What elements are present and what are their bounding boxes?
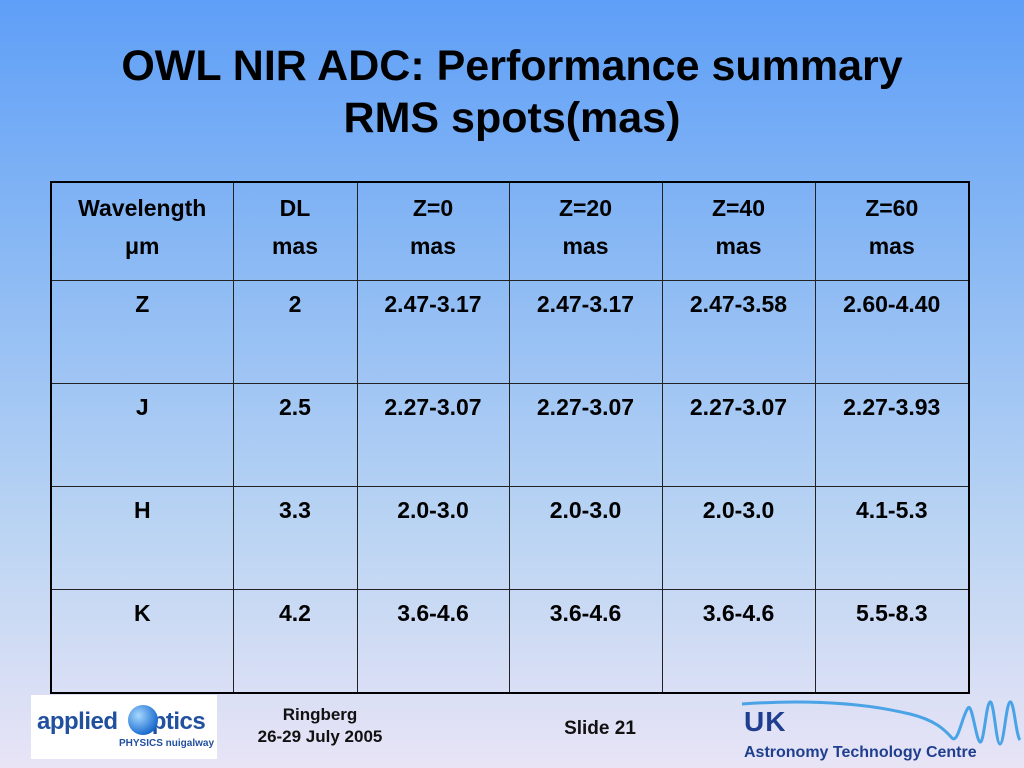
table-cell: 2.47-3.17 <box>356 280 510 384</box>
table-cell: 3.6-4.6 <box>508 589 663 694</box>
table-cell: Z <box>50 280 234 384</box>
table-cell: 5.5-8.3 <box>814 589 970 694</box>
title-line-1: OWL NIR ADC: Performance summary <box>121 42 903 90</box>
table-cell: 2.0-3.0 <box>356 486 510 590</box>
table-cell: 2.0-3.0 <box>508 486 663 590</box>
table-header-row: Wavelength μm DL mas Z=0 mas Z=20 mas Z=40 ma… <box>50 181 970 281</box>
table-cell: 3.3 <box>232 486 358 590</box>
table-cell: 4.2 <box>232 589 358 694</box>
table-cell: 4.1-5.3 <box>814 486 970 590</box>
slide-number: Slide 21 <box>564 718 636 739</box>
table-cell: 2.27-3.07 <box>356 383 510 487</box>
wave-icon <box>741 700 1022 746</box>
performance-table: Wavelength μm DL mas Z=0 mas Z=20 mas Z=40 ma… <box>50 181 970 694</box>
applied-optics-logo: applied ptics PHYSICS nuigalway <box>31 695 217 759</box>
header-z20: Z=20 mas <box>508 181 663 281</box>
table-cell: H <box>50 486 234 590</box>
header-dl: DL mas <box>232 181 358 281</box>
table-row: J 2.5 2.27-3.07 2.27-3.07 2.27-3.07 2.27… <box>50 383 970 487</box>
table-cell: 2.27-3.07 <box>508 383 663 487</box>
table-cell: 2.47-3.17 <box>508 280 663 384</box>
table-cell: 2.47-3.58 <box>661 280 816 384</box>
table-cell: 2.27-3.07 <box>661 383 816 487</box>
uk-atc-logo: UK Astronomy Technology Centre <box>740 696 1022 766</box>
slide-title: OWL NIR ADC: Performance summary RMS spo… <box>0 40 1024 144</box>
event-info: Ringberg 26-29 July 2005 <box>230 704 410 748</box>
table-cell: 2 <box>232 280 358 384</box>
table-row: Z 2 2.47-3.17 2.47-3.17 2.47-3.58 2.60-4… <box>50 280 970 384</box>
table-cell: 3.6-4.6 <box>661 589 816 694</box>
event-place: Ringberg <box>282 705 358 724</box>
table-row: K 4.2 3.6-4.6 3.6-4.6 3.6-4.6 5.5-8.3 <box>50 589 970 694</box>
table-cell: K <box>50 589 234 694</box>
header-z40: Z=40 mas <box>661 181 816 281</box>
table-cell: 3.6-4.6 <box>356 589 510 694</box>
table-row: H 3.3 2.0-3.0 2.0-3.0 2.0-3.0 4.1-5.3 <box>50 486 970 590</box>
event-date: 26-29 July 2005 <box>257 727 383 746</box>
title-line-2: RMS spots(mas) <box>343 94 681 142</box>
header-z60: Z=60 mas <box>814 181 970 281</box>
optics-lens-icon <box>128 705 158 735</box>
table-cell: 2.0-3.0 <box>661 486 816 590</box>
header-wavelength: Wavelength μm <box>50 181 234 281</box>
table-cell: 2.5 <box>232 383 358 487</box>
table-cell: 2.60-4.40 <box>814 280 970 384</box>
header-z0: Z=0 mas <box>356 181 510 281</box>
table-cell: 2.27-3.93 <box>814 383 970 487</box>
table-cell: J <box>50 383 234 487</box>
